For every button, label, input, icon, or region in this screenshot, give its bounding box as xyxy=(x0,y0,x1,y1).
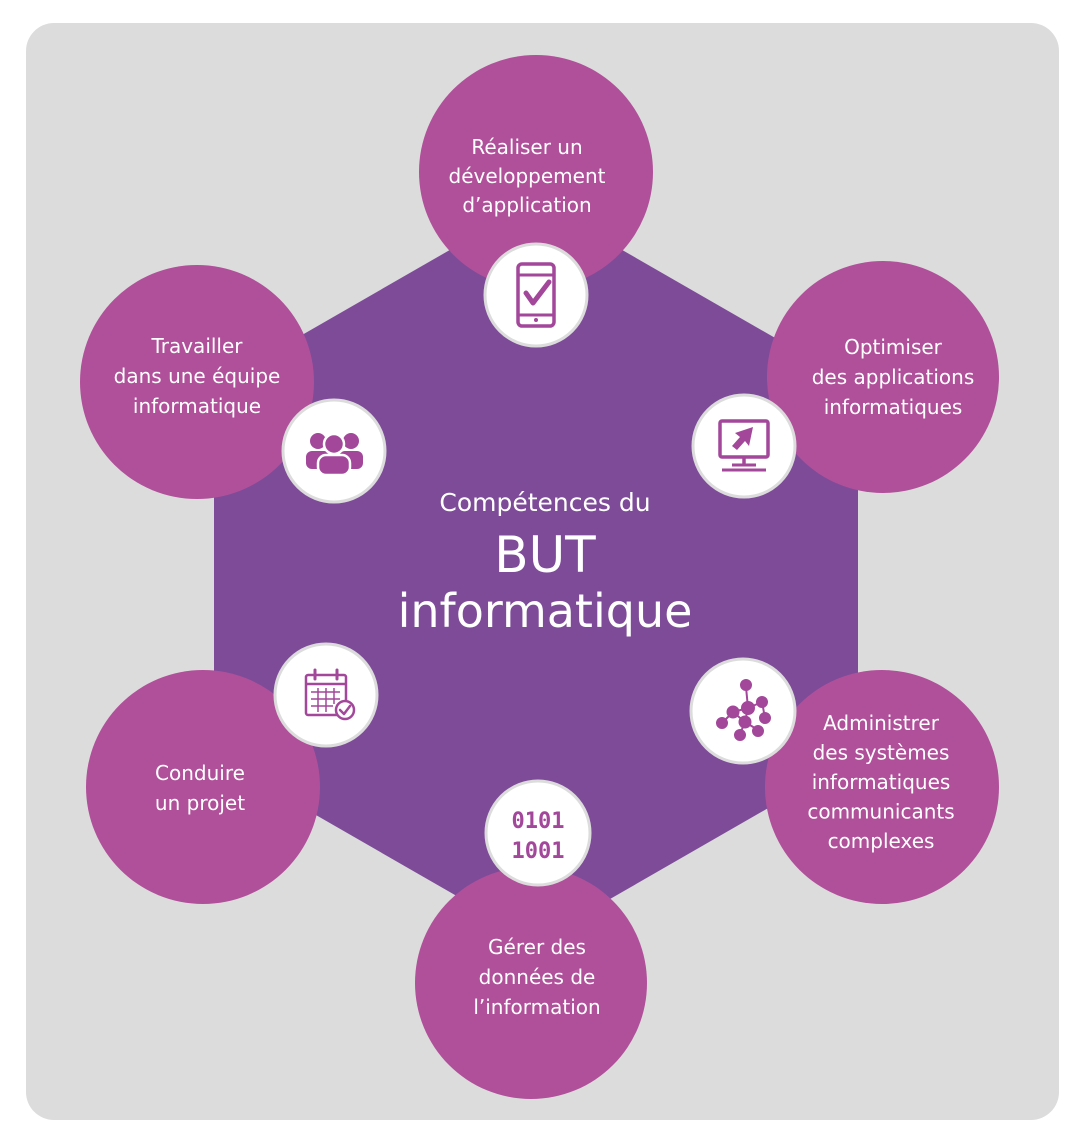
monitor-cursor-icon xyxy=(718,419,770,472)
competence-label: Conduire un projet xyxy=(155,761,245,815)
competence-label-line: un projet xyxy=(155,791,245,815)
competence-label: Optimiser des applications informatiques xyxy=(812,335,975,419)
competence-label-line: des applications xyxy=(812,365,975,389)
competence-label-line: informatique xyxy=(133,394,261,418)
competence-label-line: dans une équipe xyxy=(114,364,281,388)
competence-label-line: Gérer des xyxy=(488,935,586,959)
center-title-but: BUT xyxy=(494,526,596,584)
binary-icon: 0101 1001 xyxy=(512,809,565,864)
team-icon xyxy=(306,432,363,477)
badge-optimiser xyxy=(691,393,797,499)
binary-line-1: 0101 xyxy=(512,809,565,834)
competence-label-line: Réaliser un xyxy=(471,135,582,159)
central-hexagon xyxy=(214,214,858,928)
competence-label-line: l’information xyxy=(473,995,600,1019)
competence-optimiser: Optimiser des applications informatiques xyxy=(767,261,999,493)
competence-travailler: Travailler dans une équipe informatique xyxy=(80,265,314,499)
competence-label-line: Optimiser xyxy=(844,335,943,359)
competence-circle xyxy=(86,670,320,904)
mobile-check-icon xyxy=(516,262,556,328)
competence-label-line: Travailler xyxy=(150,334,243,358)
competence-label-line: des systèmes xyxy=(813,741,950,765)
competence-gerer: Gérer des données de l’information xyxy=(415,867,647,1099)
competence-realiser: Réaliser un développement d’application xyxy=(419,55,653,289)
competence-circle xyxy=(419,55,653,289)
competence-label-line: développement xyxy=(449,164,606,188)
competence-circle xyxy=(415,867,647,1099)
competence-label-line: complexes xyxy=(828,829,935,853)
badge-realiser xyxy=(483,242,589,348)
competence-label: Réaliser un développement d’application xyxy=(449,135,606,217)
competence-label-line: informatiques xyxy=(824,395,963,419)
competence-label-line: Administrer xyxy=(823,711,940,735)
competence-label-line: Conduire xyxy=(155,761,245,785)
network-icon xyxy=(716,679,771,741)
competence-label: Administrer des systèmes informatiques comm… xyxy=(807,711,954,853)
badge-travailler xyxy=(281,398,387,504)
competence-label: Travailler dans une équipe informatique xyxy=(114,334,281,418)
competence-label-line: d’application xyxy=(462,193,591,217)
competence-label-line: informatiques xyxy=(812,770,951,794)
competence-conduire: Conduire un projet xyxy=(86,670,320,904)
calendar-check-icon xyxy=(304,668,356,721)
badge-administrer xyxy=(689,657,797,765)
center-title-informatique: informatique xyxy=(398,584,693,638)
competence-administrer: Administrer des systèmes informatiques comm… xyxy=(765,670,999,904)
competence-circle xyxy=(765,670,999,904)
competence-label-line: communicants xyxy=(807,800,954,824)
center-subtitle: Compétences du xyxy=(439,488,650,517)
badge-gerer: 0101 1001 xyxy=(484,779,592,887)
competence-label: Gérer des données de l’information xyxy=(473,935,600,1019)
competence-label-line: données de xyxy=(479,965,596,989)
competence-circle xyxy=(80,265,314,499)
badge-conduire xyxy=(273,642,379,748)
competence-circle xyxy=(767,261,999,493)
binary-line-2: 1001 xyxy=(512,839,565,864)
